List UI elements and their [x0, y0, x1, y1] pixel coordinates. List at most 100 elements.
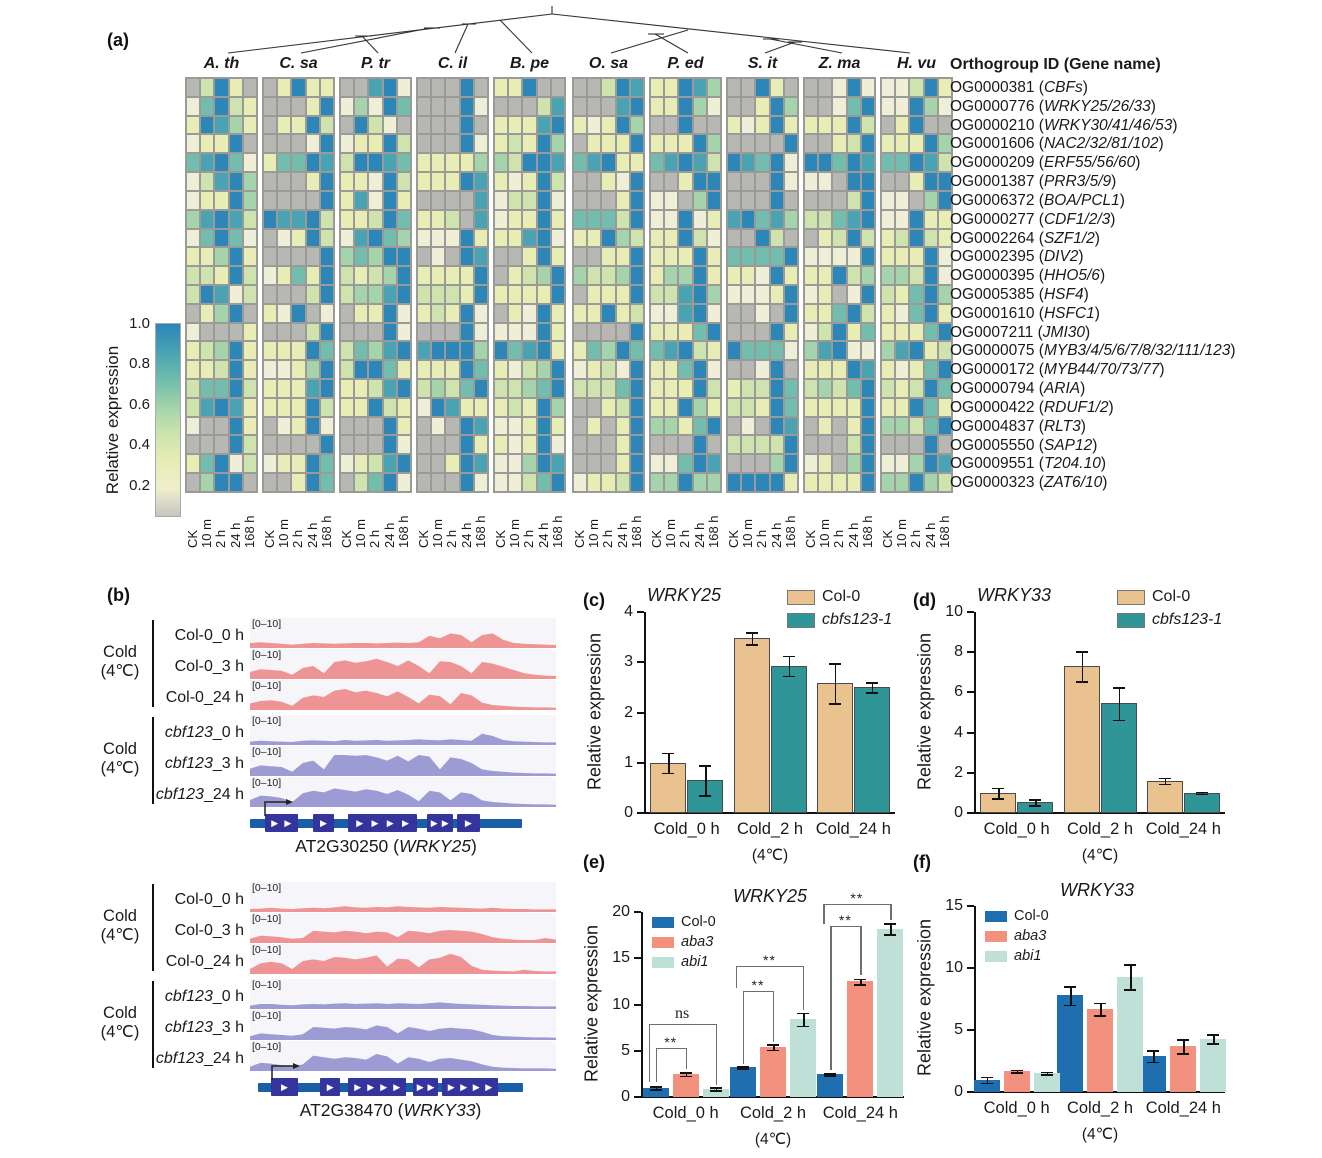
cold-group-label: Cold (4℃) [100, 740, 140, 777]
heatmap-cell [629, 473, 644, 492]
heatmap-cell [923, 153, 938, 173]
heatmap-cell [305, 153, 320, 173]
heatmap-cell [459, 454, 474, 474]
heatmap-cell [291, 397, 306, 417]
species-label: S. it [747, 55, 778, 72]
gene-name: NAC2/32/81/102 [1043, 135, 1159, 153]
heatmap-timepoint-tick: 10 m [276, 519, 292, 548]
heatmap-cell [895, 115, 910, 135]
y-axis [974, 906, 976, 1092]
heatmap-cell [881, 379, 896, 398]
heatmap-cell [783, 360, 798, 379]
x-category-label: Cold_2 h [736, 820, 804, 838]
heatmap-cell [587, 341, 602, 361]
coverage-track: [0–10] [250, 944, 556, 974]
heatmap-cell [769, 397, 784, 417]
heatmap-cell [291, 172, 306, 191]
error-bar [1153, 1050, 1155, 1062]
heatmap-cell [319, 115, 334, 135]
heatmap-cell [706, 96, 721, 116]
heatmap-cell [755, 322, 770, 342]
heatmap-cell [186, 416, 201, 436]
heatmap-cell [804, 115, 819, 135]
y-tick-label: 0 [624, 804, 633, 821]
heatmap-cell [382, 341, 397, 361]
error-cap [737, 1066, 749, 1069]
chart-title: WRKY25 [647, 585, 722, 605]
heatmap-cell [445, 153, 460, 173]
bar-aba3 [672, 1073, 699, 1097]
y-tick-label: 4 [954, 723, 963, 741]
error-cap [1075, 651, 1088, 653]
gene-name: CDF1/2/3 [1043, 210, 1111, 228]
heatmap-cell [417, 153, 432, 173]
heatmap-cell [727, 379, 742, 398]
heatmap-cell [601, 416, 616, 436]
heatmap-cell [340, 379, 355, 398]
heatmap-cell [431, 96, 446, 116]
y-axis [974, 612, 976, 813]
heatmap-cell [242, 435, 257, 455]
heatmap-cell [615, 96, 630, 116]
heatmap-cell [305, 209, 320, 229]
heatmap-timepoint-tick: CK [649, 529, 664, 548]
tss-arrow [264, 799, 294, 816]
bar-cbfs123-1 [1100, 703, 1137, 813]
coverage-track: [0–10] [250, 913, 556, 943]
heatmap-cell [615, 172, 630, 191]
heatmap-cell [923, 115, 938, 135]
heatmap-cell [277, 190, 292, 210]
heatmap-cell [706, 134, 721, 154]
heatmap-timepoint-tick: 2 h [367, 529, 383, 548]
heatmap-cell [692, 416, 707, 436]
heatmap-cell [615, 341, 630, 361]
heatmap-cell [783, 435, 798, 455]
error-bar [1100, 1002, 1102, 1016]
heatmap-cell [459, 115, 474, 135]
heatmap-cell [769, 172, 784, 191]
error-cap [1207, 1043, 1220, 1045]
heatmap-cell [277, 78, 292, 97]
heatmap-cell [727, 473, 742, 492]
heatmap-cell [692, 209, 707, 229]
heatmap-cell [550, 284, 565, 304]
heatmap-species-block [803, 77, 876, 493]
exon-box: ▶ ▶ [264, 814, 298, 832]
heatmap-cell [396, 153, 411, 173]
heatmap-cell [277, 435, 292, 455]
heatmap-cell [550, 266, 565, 285]
heatmap-cell [629, 435, 644, 455]
heatmap-cell [881, 266, 896, 285]
heatmap-cell [587, 266, 602, 285]
heatmap-cell [382, 416, 397, 436]
heatmap-species-block [416, 77, 489, 493]
heatmap-cell [228, 266, 243, 285]
heatmap-cell [396, 115, 411, 135]
heatmap-cell [445, 435, 460, 455]
heatmap-cell [832, 153, 847, 173]
colorbar-tick-label: 1.0 [129, 315, 150, 332]
legend-item: cbfs123-1 [1117, 611, 1222, 629]
y-tick-label: 15 [945, 897, 963, 914]
heatmap-cell [727, 209, 742, 229]
heatmap-cell [650, 416, 665, 436]
heatmap-cell [396, 379, 411, 398]
heatmap-cell [228, 190, 243, 210]
heatmap-cell [340, 341, 355, 361]
error-bar [1081, 651, 1084, 682]
coverage-track: [0–10] [250, 618, 556, 648]
heatmap-cell [895, 134, 910, 154]
heatmap-cell [473, 96, 488, 116]
heatmap-cell [937, 190, 952, 210]
heatmap-cell [832, 322, 847, 342]
heatmap-timepoint-tick: 2 h [600, 529, 616, 548]
heatmap-cell [769, 473, 784, 492]
error-cap [1112, 719, 1125, 722]
heatmap-timepoint-tick: CK [880, 529, 895, 548]
orthogroup-row: OG0001387 (PRR3/5/9) [950, 173, 1117, 191]
heatmap-cell [692, 473, 707, 492]
y-tick [634, 1049, 641, 1052]
heatmap-cell [263, 322, 278, 342]
heatmap-cell [741, 397, 756, 417]
heatmap-cell [895, 228, 910, 248]
